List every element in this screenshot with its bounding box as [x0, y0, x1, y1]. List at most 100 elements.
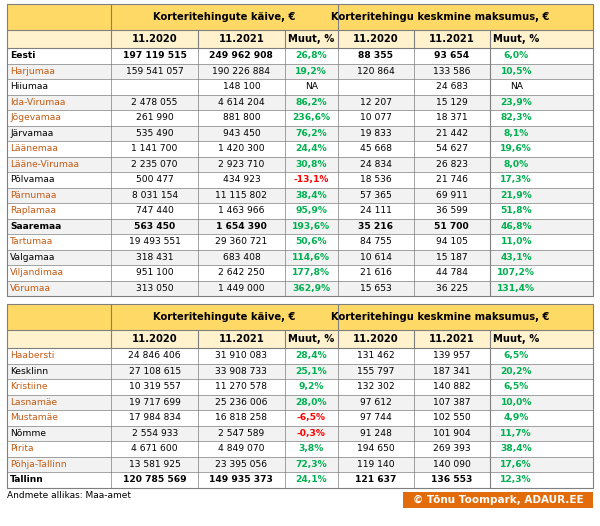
Text: 21 746: 21 746 — [436, 175, 468, 184]
Text: Põlvamaa: Põlvamaa — [10, 175, 55, 184]
Bar — [7, 441, 593, 457]
Text: Ida-Virumaa: Ida-Virumaa — [10, 98, 65, 107]
Text: Korteritehingu keskmine maksumus, €: Korteritehingu keskmine maksumus, € — [331, 12, 550, 22]
Text: 11.2021: 11.2021 — [429, 34, 475, 44]
Text: 25,1%: 25,1% — [295, 367, 327, 376]
Text: 95,9%: 95,9% — [295, 206, 327, 215]
Text: 535 490: 535 490 — [136, 129, 173, 138]
Text: 149 935 373: 149 935 373 — [209, 476, 274, 484]
Bar — [7, 218, 593, 234]
Text: 69 911: 69 911 — [436, 191, 467, 200]
Bar — [7, 265, 593, 280]
Text: 36 599: 36 599 — [436, 206, 467, 215]
Text: 11.2020: 11.2020 — [353, 34, 398, 44]
Text: Järvamaa: Järvamaa — [10, 129, 53, 138]
Text: 11 270 578: 11 270 578 — [215, 382, 268, 391]
Text: NA: NA — [510, 82, 523, 91]
Bar — [7, 234, 593, 249]
Text: 38,4%: 38,4% — [500, 444, 532, 453]
Text: 28,4%: 28,4% — [295, 351, 327, 360]
Text: 12,3%: 12,3% — [500, 476, 532, 484]
Bar — [7, 330, 593, 348]
Text: 10 077: 10 077 — [359, 113, 392, 122]
Text: 15 653: 15 653 — [360, 284, 391, 293]
Text: 24 683: 24 683 — [436, 82, 468, 91]
Text: 313 050: 313 050 — [136, 284, 173, 293]
Text: Lasnamäe: Lasnamäe — [10, 398, 57, 407]
Text: 29 360 721: 29 360 721 — [215, 237, 268, 246]
Text: 187 341: 187 341 — [433, 367, 470, 376]
Text: 500 477: 500 477 — [136, 175, 173, 184]
Text: 119 140: 119 140 — [357, 460, 394, 469]
Text: 11.2021: 11.2021 — [429, 334, 475, 344]
Text: 1 141 700: 1 141 700 — [131, 144, 178, 153]
Text: Võrumaa: Võrumaa — [10, 284, 51, 293]
Text: Mustamäe: Mustamäe — [10, 413, 58, 422]
Text: 28,0%: 28,0% — [295, 398, 327, 407]
Text: 12 207: 12 207 — [359, 98, 392, 107]
Bar — [7, 363, 593, 379]
Text: 54 627: 54 627 — [436, 144, 468, 153]
Text: 23,9%: 23,9% — [500, 98, 532, 107]
Text: 11.2020: 11.2020 — [132, 34, 178, 44]
Text: 50,6%: 50,6% — [295, 237, 327, 246]
Bar — [7, 472, 593, 488]
Text: Lääne-Virumaa: Lääne-Virumaa — [10, 160, 79, 169]
Text: 86,2%: 86,2% — [295, 98, 327, 107]
Text: Hiiumaa: Hiiumaa — [10, 82, 48, 91]
Text: 3,8%: 3,8% — [299, 444, 324, 453]
Text: Muut, %: Muut, % — [288, 34, 334, 44]
Text: 13 581 925: 13 581 925 — [129, 460, 181, 469]
Text: 97 612: 97 612 — [359, 398, 392, 407]
Text: -6,5%: -6,5% — [296, 413, 326, 422]
Text: 94 105: 94 105 — [436, 237, 468, 246]
Bar — [7, 64, 593, 79]
Bar — [7, 4, 593, 30]
Text: 190 226 884: 190 226 884 — [212, 67, 271, 76]
Text: 43,1%: 43,1% — [500, 253, 532, 262]
Text: 16 818 258: 16 818 258 — [215, 413, 268, 422]
Text: 318 431: 318 431 — [136, 253, 173, 262]
Text: 21 616: 21 616 — [359, 268, 392, 277]
Text: 132 302: 132 302 — [357, 382, 394, 391]
Text: 131 462: 131 462 — [357, 351, 394, 360]
Bar — [7, 30, 593, 48]
Bar — [7, 126, 593, 141]
Text: 46,8%: 46,8% — [500, 222, 532, 231]
Text: 24 834: 24 834 — [359, 160, 392, 169]
Text: 102 550: 102 550 — [433, 413, 470, 422]
Text: Raplamaa: Raplamaa — [10, 206, 56, 215]
Text: Läänemaa: Läänemaa — [10, 144, 58, 153]
Text: 434 923: 434 923 — [223, 175, 260, 184]
Text: 11.2020: 11.2020 — [132, 334, 178, 344]
Text: 8,0%: 8,0% — [503, 160, 529, 169]
Text: Saaremaa: Saaremaa — [10, 222, 61, 231]
Text: 4,9%: 4,9% — [503, 413, 529, 422]
Text: 2 642 250: 2 642 250 — [218, 268, 265, 277]
Text: 18 536: 18 536 — [360, 175, 391, 184]
Text: 140 882: 140 882 — [433, 382, 470, 391]
Text: 38,4%: 38,4% — [295, 191, 327, 200]
Text: 23 395 056: 23 395 056 — [215, 460, 268, 469]
Text: 25 236 006: 25 236 006 — [215, 398, 268, 407]
Text: 27 108 615: 27 108 615 — [128, 367, 181, 376]
Text: 17,6%: 17,6% — [500, 460, 532, 469]
Bar — [7, 410, 593, 426]
Text: 120 785 569: 120 785 569 — [123, 476, 187, 484]
Text: 951 100: 951 100 — [136, 268, 173, 277]
Bar — [7, 110, 593, 126]
Text: 51 700: 51 700 — [434, 222, 469, 231]
Text: 11.2020: 11.2020 — [353, 334, 398, 344]
Text: 2 547 589: 2 547 589 — [218, 429, 265, 438]
Text: Eesti: Eesti — [10, 51, 35, 60]
Text: 72,3%: 72,3% — [295, 460, 327, 469]
Text: 193,6%: 193,6% — [292, 222, 330, 231]
Text: 943 450: 943 450 — [223, 129, 260, 138]
Text: 15 187: 15 187 — [436, 253, 467, 262]
Text: 747 440: 747 440 — [136, 206, 173, 215]
Bar — [7, 79, 593, 95]
Text: 33 908 733: 33 908 733 — [215, 367, 268, 376]
Text: 93 654: 93 654 — [434, 51, 469, 60]
Bar — [7, 172, 593, 187]
Text: 114,6%: 114,6% — [292, 253, 330, 262]
